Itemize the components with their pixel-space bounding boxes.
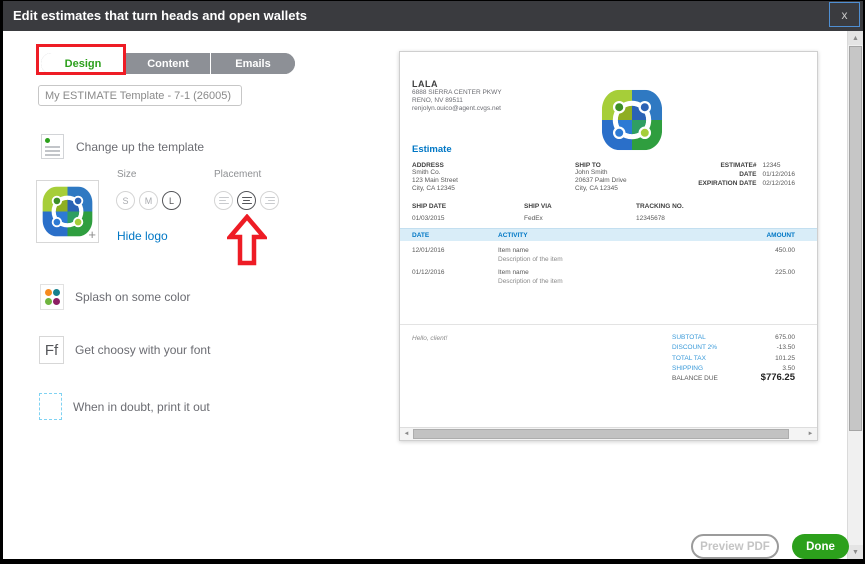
- estimate-preview-panel: LALA 6888 SIERRA CENTER PKWY RENO, NV 89…: [399, 51, 818, 441]
- change-template-option[interactable]: Change up the template: [41, 134, 204, 159]
- font-icon: Ff: [39, 336, 64, 364]
- print-option[interactable]: When in doubt, print it out: [39, 393, 210, 420]
- totals-divider: [400, 324, 817, 325]
- print-margins-icon: [39, 393, 62, 420]
- tab-design[interactable]: Design: [41, 53, 126, 74]
- client-greeting: Hello, client!: [412, 335, 448, 342]
- change-template-label: Change up the template: [76, 139, 205, 154]
- size-large-button[interactable]: L: [162, 191, 181, 210]
- placement-left-button[interactable]: [214, 191, 233, 210]
- tab-emails[interactable]: Emails: [211, 53, 295, 74]
- align-center-icon: [241, 195, 252, 206]
- size-label: Size: [117, 169, 137, 180]
- company-address-line1: 6888 SIERRA CENTER PKWY: [412, 89, 502, 96]
- color-option-label: Splash on some color: [75, 290, 191, 304]
- company-name: LALA: [412, 79, 438, 89]
- estimate-preview-paper: LALA 6888 SIERRA CENTER PKWY RENO, NV 89…: [400, 52, 817, 427]
- size-small-button[interactable]: S: [116, 191, 135, 210]
- dialog-vertical-scrollbar[interactable]: ▲ ▼: [847, 31, 863, 559]
- tab-design-label: Design: [64, 57, 102, 70]
- preview-company-logo: [601, 89, 663, 151]
- logo-upload-box[interactable]: +: [36, 180, 99, 243]
- ship-date-cell: SHIP DATE 01/03/2015: [412, 203, 447, 222]
- scroll-right-icon[interactable]: ►: [807, 431, 814, 437]
- preview-pdf-button[interactable]: Preview PDF: [691, 534, 779, 559]
- vertical-scrollbar-thumb[interactable]: [849, 46, 862, 431]
- horizontal-scrollbar-thumb[interactable]: [413, 429, 789, 439]
- table-row: 12/01/2016 Item name Description of the …: [412, 247, 795, 263]
- estimate-meta-block: ESTIMATE# 12345 DATE 01/12/2016 EXPIRATI…: [698, 162, 795, 187]
- table-header-activity: ACTIVITY: [498, 232, 528, 239]
- tab-content[interactable]: Content: [126, 53, 211, 74]
- scroll-down-icon[interactable]: ▼: [848, 545, 863, 559]
- company-email: renjolyn.ouico@agent.cvgs.net: [412, 105, 501, 112]
- dialog-title: Edit estimates that turn heads and open …: [13, 8, 308, 23]
- font-option-label: Get choosy with your font: [75, 343, 211, 357]
- balance-due-amount: $776.25: [760, 372, 795, 383]
- align-right-icon: [264, 195, 275, 206]
- size-medium-button[interactable]: M: [139, 191, 158, 210]
- tab-emails-label: Emails: [235, 57, 271, 70]
- document-title: Estimate: [412, 144, 452, 155]
- placement-center-button[interactable]: [237, 191, 256, 210]
- table-row: 01/12/2016 Item name Description of the …: [412, 269, 795, 285]
- done-button[interactable]: Done: [792, 534, 849, 559]
- print-option-label: When in doubt, print it out: [73, 399, 210, 414]
- template-name-input[interactable]: [38, 85, 242, 106]
- ship-to-block: SHIP TO John Smith 20637 Palm Drive City…: [575, 162, 627, 192]
- table-header: DATE ACTIVITY AMOUNT: [400, 228, 817, 241]
- ship-via-cell: SHIP VIA FedEx: [524, 203, 552, 222]
- totals-block: SUBTOTAL 675.00 DISCOUNT 2% -13.50 TOTAL T…: [672, 334, 795, 372]
- close-button[interactable]: x: [829, 2, 860, 27]
- balance-due-row: BALANCE DUE $776.25: [672, 372, 795, 383]
- dialog-body: Design Content Emails Change up the temp…: [3, 31, 863, 559]
- billing-address-block: ADDRESS Smith Co. 123 Main Street City, …: [412, 162, 458, 192]
- company-logo: [42, 186, 93, 237]
- hide-logo-link[interactable]: Hide logo: [117, 229, 168, 243]
- template-icon: [41, 134, 64, 159]
- align-left-icon: [218, 195, 229, 206]
- color-palette-icon: [40, 284, 64, 310]
- dialog-titlebar: Edit estimates that turn heads and open …: [3, 1, 863, 31]
- placement-label: Placement: [214, 169, 262, 180]
- scroll-up-icon[interactable]: ▲: [848, 31, 863, 45]
- placement-right-button[interactable]: [260, 191, 279, 210]
- table-header-amount: AMOUNT: [766, 232, 795, 239]
- add-logo-icon: +: [88, 227, 96, 242]
- company-address-line2: RENO, NV 89511: [412, 97, 463, 104]
- color-option[interactable]: Splash on some color: [40, 284, 190, 310]
- scroll-left-icon[interactable]: ◄: [403, 431, 410, 437]
- tab-bar: Design Content Emails: [41, 53, 295, 74]
- font-option[interactable]: Ff Get choosy with your font: [39, 336, 210, 364]
- table-header-date: DATE: [412, 232, 430, 239]
- tab-content-label: Content: [147, 57, 189, 70]
- tracking-cell: TRACKING NO. 12345678: [636, 203, 684, 222]
- annotation-arrow-icon: [227, 214, 267, 266]
- preview-horizontal-scrollbar[interactable]: ◄ ►: [400, 427, 817, 440]
- company-block: LALA 6888 SIERRA CENTER PKWY RENO, NV 89…: [412, 79, 502, 113]
- close-icon: x: [841, 7, 848, 22]
